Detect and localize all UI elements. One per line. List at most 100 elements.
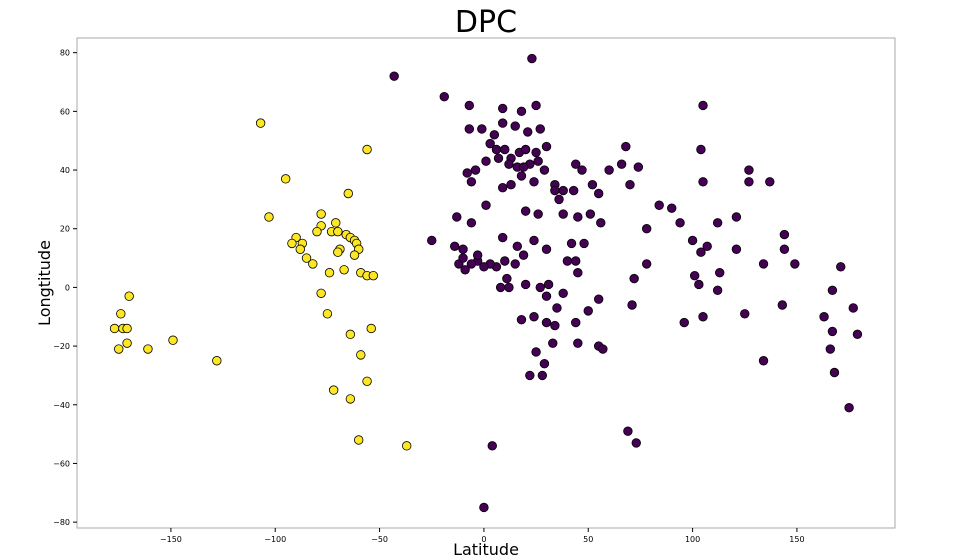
data-point-purple [604,165,614,175]
data-point-yellow [354,435,364,445]
data-point-purple [531,100,541,111]
data-points [109,53,863,513]
x-tick-label: −50 [371,535,388,544]
data-point-purple [698,177,708,187]
data-point-purple [571,159,581,169]
data-point-purple [790,259,800,269]
data-point-purple [470,165,481,175]
data-point-purple [449,241,460,252]
data-point-yellow [328,385,339,395]
data-point-yellow [362,144,372,155]
data-point-purple [512,241,523,252]
data-point-purple [552,303,562,313]
data-point-purple [675,218,685,228]
data-point-yellow [124,291,134,301]
data-point-purple [466,259,477,269]
data-point-purple [464,100,475,111]
y-tick-label: −60 [53,459,70,468]
data-point-purple [593,188,604,199]
data-point-purple [712,285,723,296]
data-point-yellow [402,441,412,451]
data-point-purple [573,212,583,222]
data-point-purple [633,162,644,172]
x-tick-label: 0 [481,535,486,544]
x-tick-label: 50 [583,535,593,544]
data-point-purple [533,156,543,166]
data-point-yellow [345,394,356,404]
data-point-purple [539,358,550,369]
data-point-purple [523,127,533,137]
data-point-purple [529,312,539,322]
data-point-purple [497,118,508,128]
data-point-yellow [316,288,326,298]
data-point-purple [625,180,635,190]
data-point-purple [627,300,637,310]
data-point-purple [852,329,863,340]
data-point-yellow [349,250,360,260]
data-point-purple [631,438,641,448]
data-point-purple [541,141,552,152]
data-point-purple [554,194,564,205]
data-point-purple [506,180,516,190]
data-point-purple [487,441,497,451]
data-point-purple [464,124,475,134]
y-tick-label: −80 [53,518,70,527]
data-point-yellow [301,253,312,263]
data-point-purple [844,403,854,413]
data-point-yellow [264,212,274,222]
data-point-yellow [116,309,126,319]
data-point-purple [593,294,604,304]
data-point-yellow [368,270,379,281]
data-point-purple [779,244,790,254]
data-point-purple [535,282,545,293]
data-point-purple [520,144,531,155]
data-point-purple [687,235,698,246]
data-point-purple [694,279,704,290]
data-point-purple [715,268,725,278]
data-point-purple [472,250,483,260]
data-point-purple [535,124,545,134]
data-point-yellow [339,265,349,275]
data-point-purple [518,250,529,260]
data-point-purple [558,209,568,219]
x-tick-label: −100 [264,535,286,544]
data-point-purple [497,103,508,114]
y-tick-label: −40 [53,401,70,410]
data-point-purple [541,317,552,328]
data-point-yellow [308,259,318,269]
data-point-yellow [295,244,305,254]
data-point-purple [696,144,706,155]
data-point-purple [558,288,568,298]
data-point-purple [698,100,708,111]
data-point-purple [543,279,554,290]
data-point-purple [829,367,840,378]
data-point-purple [731,212,742,222]
y-axis: −80 −60 −40 −20 0 20 40 60 80 [53,49,77,527]
data-point-purple [641,259,652,269]
data-point-purple [529,235,539,246]
data-point-purple [568,185,579,196]
data-point-purple [510,121,520,131]
data-point-yellow [356,350,366,360]
data-point-purple [744,177,754,187]
data-point-purple [491,144,502,155]
data-point-purple [439,91,449,102]
data-point-purple [495,282,506,293]
data-point-yellow [333,226,343,237]
data-point-purple [583,306,593,316]
data-point-purple [481,200,491,210]
data-point-yellow [324,268,335,278]
data-point-purple [621,141,631,152]
data-point-purple [598,344,608,354]
data-point-purple [641,224,652,234]
data-point-purple [537,370,548,381]
x-tick-label: 150 [789,535,804,544]
data-point-purple [819,312,829,322]
data-point-purple [527,53,537,64]
y-tick-label: 40 [60,166,70,175]
data-point-purple [458,253,468,263]
data-point-purple [571,317,581,328]
data-point-purple [497,182,508,193]
data-point-purple [531,347,541,357]
data-point-purple [533,209,543,219]
